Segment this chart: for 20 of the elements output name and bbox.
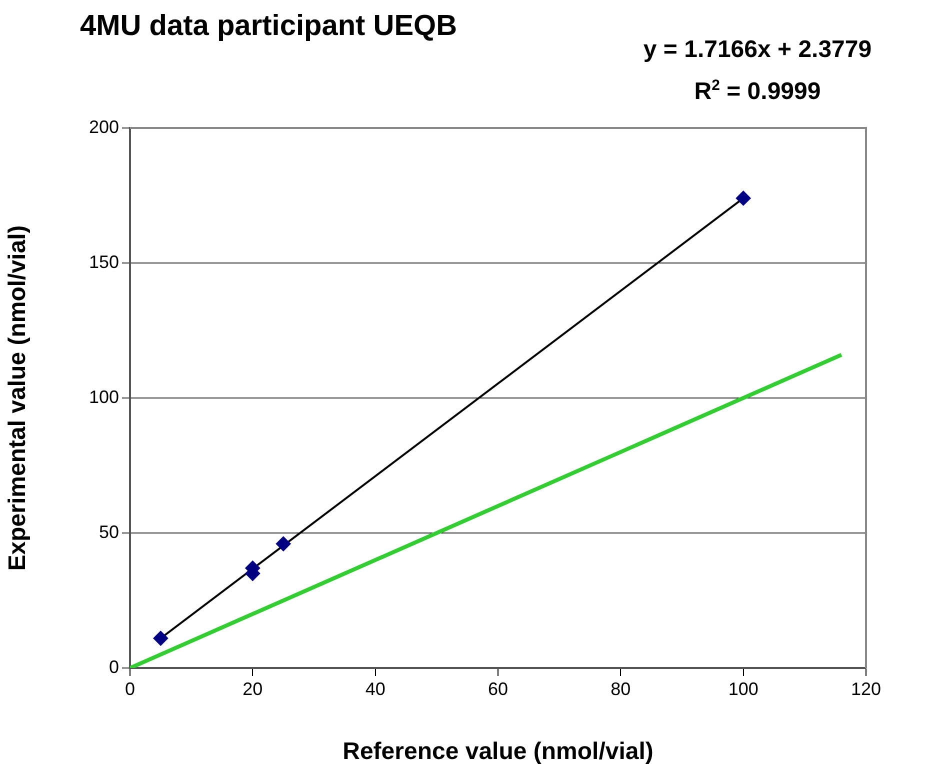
- y-axis-title: Experimental value (nmol/vial): [4, 225, 32, 571]
- point: [153, 630, 168, 646]
- x-tick-label: 20: [242, 678, 263, 699]
- x-tick-label: 80: [610, 678, 631, 699]
- point: [736, 190, 751, 206]
- y-tick-label: 50: [98, 522, 119, 542]
- point: [276, 536, 291, 552]
- chart-title: 4MU data participant UEQB: [80, 10, 458, 43]
- x-tick-label: 0: [124, 678, 136, 699]
- x-axis-title: Reference value (nmol/vial): [342, 738, 654, 766]
- text: y = 1.7166x + 2.3779: [642, 35, 873, 65]
- y-tick-label: 0: [108, 656, 119, 677]
- x-tick-label: 120: [850, 678, 882, 699]
- y-tick-label: 200: [88, 116, 119, 137]
- y-tick-label: 150: [88, 252, 119, 272]
- x-tick-label: 100: [728, 678, 758, 699]
- y-tick-label: 100: [88, 386, 119, 407]
- x-tick-label: 60: [488, 678, 508, 699]
- text: R$^{2}$ = 0.9999: [693, 76, 822, 107]
- x-tick-label: 40: [365, 678, 386, 699]
